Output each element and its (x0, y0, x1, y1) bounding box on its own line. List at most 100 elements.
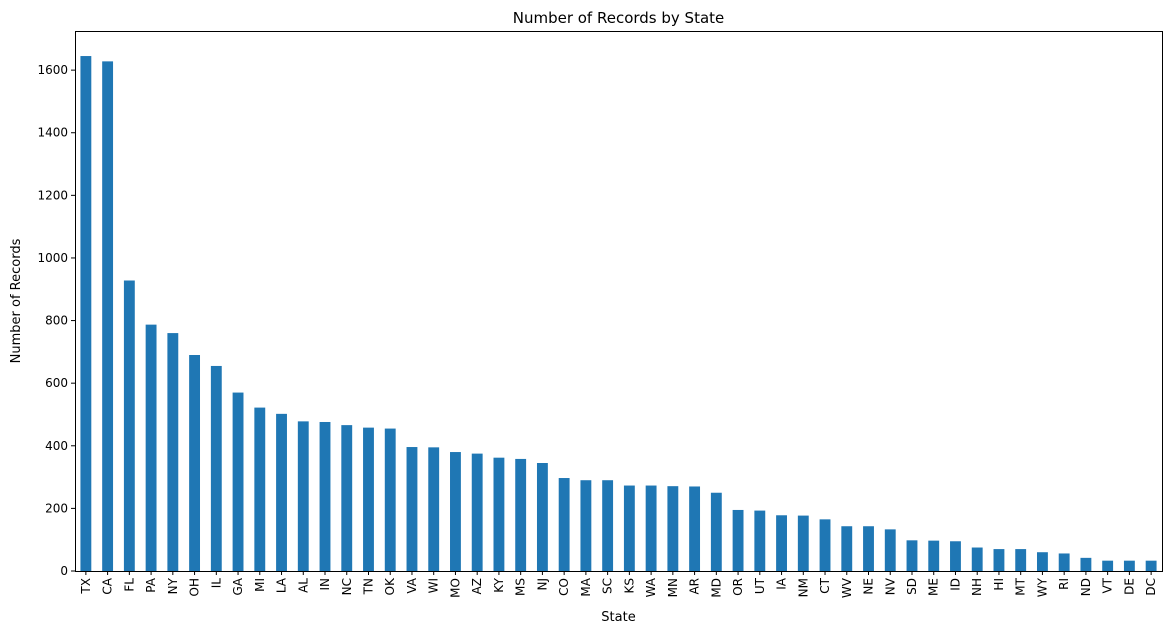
bar-fl (123, 280, 135, 571)
x-tick-label: WY (1035, 577, 1049, 597)
bar-ky (493, 457, 505, 571)
y-tick-label: 1000 (37, 251, 68, 265)
x-tick-label: VA (405, 577, 419, 593)
bar-ms (515, 458, 527, 571)
x-tick-label: HI (992, 578, 1006, 591)
bar-wy (1036, 552, 1048, 571)
x-tick-label: OK (383, 577, 397, 595)
x-tick-label: ND (1079, 578, 1093, 596)
bar-va (406, 447, 418, 571)
bar-ma (580, 480, 592, 571)
x-tick-label: SC (601, 578, 615, 594)
x-tick-label: KY (492, 577, 506, 592)
y-tick-label: 200 (45, 501, 68, 515)
x-axis-ticks: TX CA FL PA NY OH IL GA MI LA AL IN NC TN OK VA WI MO AZ KY… (79, 571, 1158, 598)
y-tick-label: 1400 (37, 126, 68, 140)
bar-al (297, 421, 309, 571)
plot-frame (75, 31, 1163, 572)
x-tick-label: NY (166, 577, 180, 594)
x-tick-label: SD (905, 578, 919, 595)
x-tick-label: MN (666, 578, 680, 597)
y-tick-label: 800 (45, 314, 68, 328)
x-tick-label: OR (731, 578, 745, 596)
x-tick-label: MI (253, 578, 267, 592)
y-axis-ticks: 0 200 400 600 800 1000 1200 1400 1600 (37, 63, 75, 578)
x-tick-label: MT (1014, 577, 1028, 595)
bar-ut (754, 510, 766, 571)
y-axis-label: Number of Records (9, 238, 24, 363)
y-tick-label: 400 (45, 439, 68, 453)
x-tick-label: IL (209, 578, 223, 589)
x-tick-label: OH (188, 578, 202, 596)
bar-ri (1058, 553, 1070, 571)
bar-me (928, 540, 940, 571)
bar-hi (993, 549, 1005, 571)
bar-dc (1145, 560, 1157, 571)
bar-mn (667, 486, 679, 571)
x-tick-label: MO (448, 578, 462, 598)
bar-pa (145, 324, 157, 571)
bar-ks (623, 485, 635, 571)
x-tick-label: DC (1144, 578, 1158, 596)
y-tick-label: 1600 (37, 63, 68, 77)
bar-sc (602, 480, 614, 571)
bar-nj (536, 463, 548, 571)
bar-nh (971, 547, 983, 571)
y-tick-label: 600 (45, 376, 68, 390)
x-tick-label: LA (275, 577, 289, 593)
bar-ok (384, 428, 396, 571)
x-tick-label: IA (775, 577, 789, 590)
x-tick-label: FL (122, 578, 136, 592)
y-tick-label: 0 (60, 564, 68, 578)
bar-wa (645, 485, 657, 571)
bar-mt (1015, 549, 1027, 571)
bar-il (210, 365, 222, 571)
bar-or (732, 509, 744, 571)
bar-mi (254, 407, 266, 571)
bar-ga (232, 392, 244, 571)
bar-co (558, 478, 570, 571)
bar-ct (819, 519, 831, 571)
bar-nd (1080, 557, 1092, 571)
x-tick-label: CO (557, 578, 571, 596)
x-tick-label: MD (709, 578, 723, 598)
x-tick-label: GA (231, 577, 245, 595)
bar-ar (689, 486, 701, 571)
x-tick-label: ID (948, 578, 962, 591)
bar-sd (906, 540, 918, 571)
x-tick-label: NE (862, 578, 876, 595)
x-tick-label: MS (514, 578, 528, 596)
x-tick-label: WA (644, 577, 658, 597)
bar-ny (167, 333, 179, 571)
bar-ne (863, 526, 874, 571)
x-axis-label: State (601, 610, 635, 625)
x-tick-label: WI (427, 578, 441, 593)
x-tick-label: NV (883, 577, 897, 595)
bar-nm (797, 515, 809, 571)
bar-vt (1102, 560, 1114, 571)
bar-tx (80, 56, 92, 572)
x-tick-label: CA (101, 577, 115, 594)
bar-wi (428, 447, 440, 571)
chart-title: Number of Records by State (513, 9, 725, 27)
bar-az (471, 453, 483, 571)
bar-id (950, 541, 961, 571)
bar-ca (102, 61, 114, 571)
y-tick-label: 1200 (37, 188, 68, 202)
x-tick-label: KS (622, 578, 636, 594)
bar-nv (884, 529, 896, 571)
x-tick-label: IN (318, 578, 332, 591)
bar-wv (841, 526, 853, 571)
x-tick-label: NJ (535, 578, 549, 591)
x-tick-label: NM (796, 578, 810, 597)
x-tick-label: MA (579, 577, 593, 596)
x-tick-label: NH (970, 578, 984, 596)
bar-mo (450, 452, 461, 571)
bar-tn (363, 427, 374, 571)
x-tick-label: DE (1122, 578, 1136, 595)
x-tick-label: VT (1101, 577, 1115, 593)
x-tick-label: WV (840, 577, 854, 598)
x-tick-label: UT (753, 577, 767, 594)
x-tick-label: CT (818, 577, 832, 593)
